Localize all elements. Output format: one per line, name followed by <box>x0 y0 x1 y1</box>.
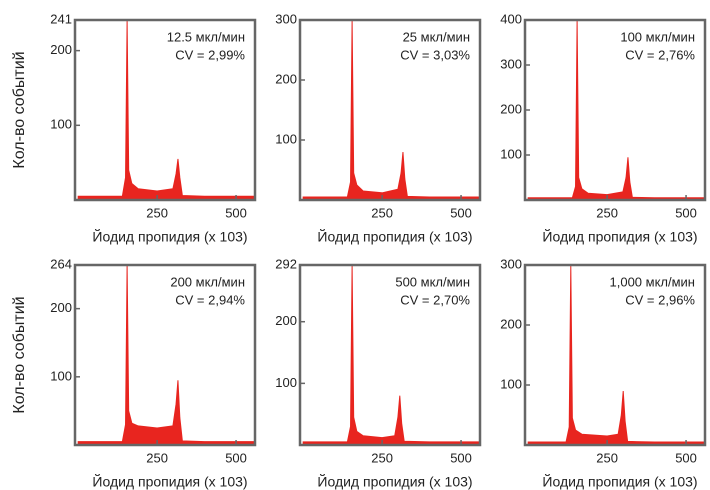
x-tick-label: 250 <box>596 205 618 220</box>
annotation: 12.5 мкл/мин <box>167 29 245 44</box>
annotation: CV = 2,96% <box>625 292 695 307</box>
y-tick-label: 100 <box>50 117 72 132</box>
annotation: CV = 2,70% <box>400 292 470 307</box>
x-tick-label: 500 <box>675 450 697 465</box>
plot-frame <box>73 263 257 447</box>
plot-frame <box>298 18 482 202</box>
y-tick-label: 300 <box>275 11 297 26</box>
histogram-area <box>77 264 256 446</box>
plot-frame <box>73 18 257 202</box>
x-tick-label: 250 <box>146 205 168 220</box>
plot-frame <box>523 263 707 447</box>
x-tick-label: 250 <box>371 205 393 220</box>
y-tick-label: 200 <box>275 313 297 328</box>
x-axis-label: Йодид пропидия (x 103) <box>542 228 697 245</box>
histogram-area <box>302 264 481 446</box>
y-tick-label: 241 <box>50 11 72 26</box>
annotation: CV = 2,76% <box>625 47 695 62</box>
y-tick-label: 400 <box>500 11 522 26</box>
annotation: CV = 2,94% <box>175 292 245 307</box>
histogram-area <box>302 19 481 201</box>
y-tick-label: 200 <box>50 42 72 57</box>
y-tick-label: 100 <box>500 376 522 391</box>
x-tick-label: 250 <box>371 450 393 465</box>
y-tick-label: 300 <box>500 56 522 71</box>
y-tick-label: 264 <box>50 256 72 271</box>
x-tick-label: 250 <box>146 450 168 465</box>
plot-frame <box>298 263 482 447</box>
x-axis-label: Йодид пропидия (x 103) <box>317 473 472 490</box>
y-tick-label: 300 <box>500 256 522 271</box>
y-tick-label: 100 <box>50 368 72 383</box>
x-axis-label: Йодид пропидия (x 103) <box>92 473 247 490</box>
x-tick-label: 500 <box>225 205 247 220</box>
annotation: CV = 2,99% <box>175 47 245 62</box>
annotation: 500 мкл/мин <box>395 274 470 289</box>
y-axis-label: Кол-во событий <box>11 51 28 168</box>
x-tick-label: 500 <box>225 450 247 465</box>
x-tick-label: 500 <box>450 205 472 220</box>
x-axis-label: Йодид пропидия (x 103) <box>317 228 472 245</box>
x-tick-label: 250 <box>596 450 618 465</box>
y-tick-label: 100 <box>275 375 297 390</box>
x-axis-label: Йодид пропидия (x 103) <box>92 228 247 245</box>
y-tick-label: 292 <box>275 256 297 271</box>
histogram-area <box>527 19 706 201</box>
annotation: 200 мкл/мин <box>170 274 245 289</box>
x-axis-label: Йодид пропидия (x 103) <box>542 473 697 490</box>
y-tick-label: 200 <box>500 101 522 116</box>
x-tick-label: 500 <box>675 205 697 220</box>
y-tick-label: 200 <box>50 300 72 315</box>
y-tick-label: 200 <box>500 316 522 331</box>
annotation: 100 мкл/мин <box>620 29 695 44</box>
y-tick-label: 100 <box>275 131 297 146</box>
x-tick-label: 500 <box>450 450 472 465</box>
annotation: 25 мкл/мин <box>403 29 470 44</box>
histogram-area <box>527 264 706 446</box>
y-tick-label: 100 <box>500 146 522 161</box>
annotation: CV = 3,03% <box>400 47 470 62</box>
y-axis-label: Кол-во событий <box>11 296 28 413</box>
annotation: 1,000 мкл/мин <box>610 274 696 289</box>
histogram-area <box>77 19 256 201</box>
y-tick-label: 200 <box>275 71 297 86</box>
